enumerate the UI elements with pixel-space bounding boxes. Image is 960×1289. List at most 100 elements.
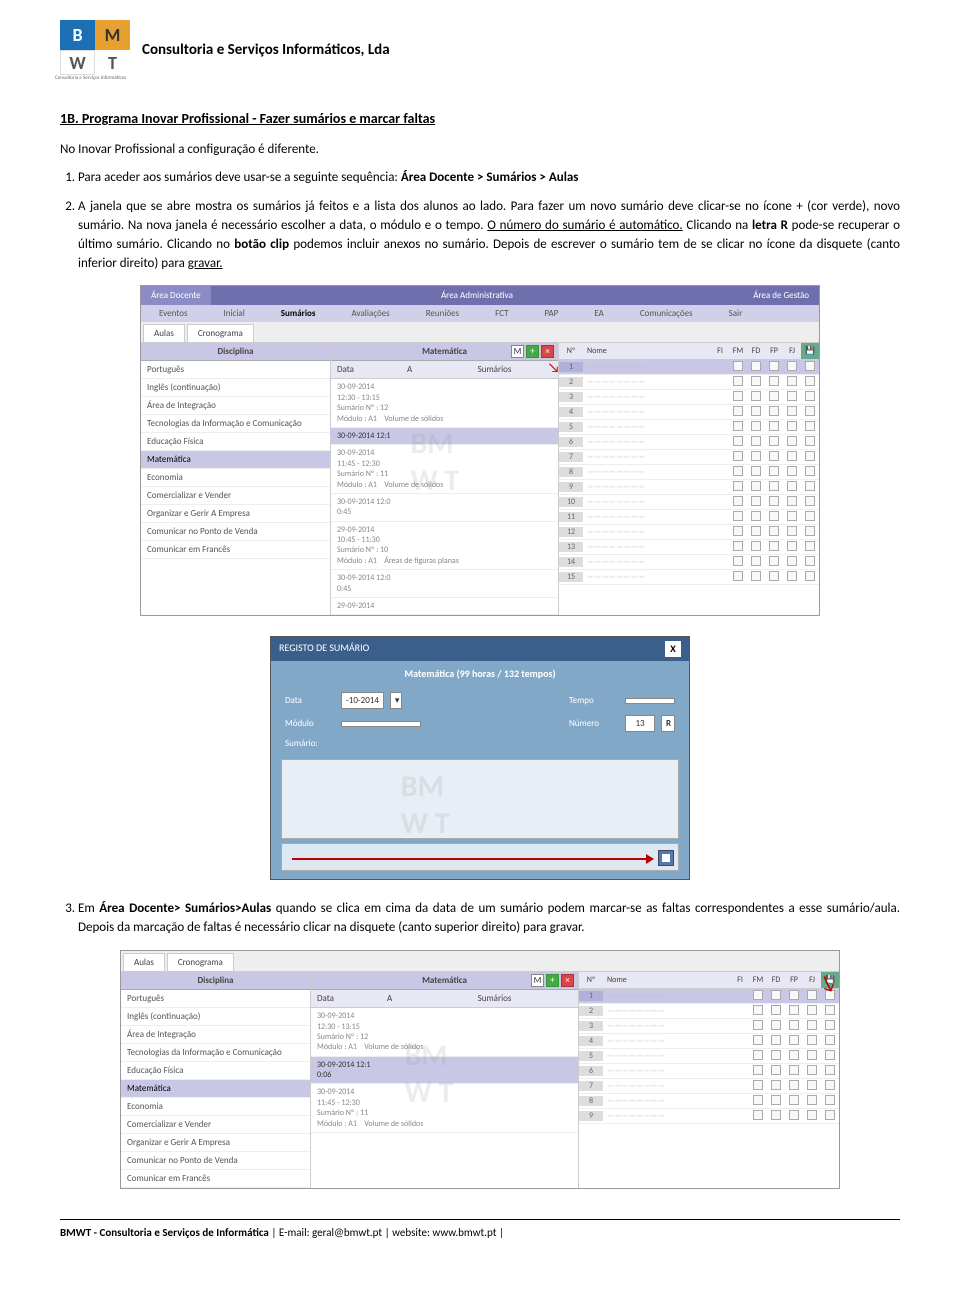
checkbox[interactable] [787,436,797,446]
checkbox[interactable] [787,376,797,386]
discipline-row[interactable]: Comercializar e Vender [121,1116,310,1134]
checkbox[interactable] [753,1050,763,1060]
checkbox[interactable] [805,526,815,536]
checkbox[interactable] [733,541,743,551]
student-row[interactable]: 10———————— [559,495,819,510]
student-row[interactable]: 13———————— [559,540,819,555]
subtab-aulas[interactable]: Aulas [143,324,185,342]
checkbox[interactable] [733,466,743,476]
input-tempo[interactable] [625,698,675,704]
checkbox[interactable] [751,421,761,431]
sectab-sair[interactable]: Sair [711,305,761,322]
student-row[interactable]: 5———————— [579,1049,839,1064]
checkbox[interactable] [771,1095,781,1105]
checkbox[interactable] [789,1020,799,1030]
subtab-cronograma[interactable]: Cronograma [187,324,254,342]
checkbox[interactable] [769,511,779,521]
checkbox[interactable] [787,541,797,551]
student-row[interactable]: 8———————— [559,465,819,480]
checkbox[interactable] [733,451,743,461]
checkbox[interactable] [805,406,815,416]
student-row[interactable]: 12———————— [559,525,819,540]
student-row[interactable]: 3———————— [579,1019,839,1034]
close-icon[interactable]: X [665,641,681,657]
checkbox[interactable] [787,511,797,521]
checkbox[interactable] [771,1020,781,1030]
checkbox[interactable] [771,1110,781,1120]
checkbox[interactable] [807,1005,817,1015]
checkbox[interactable] [753,1080,763,1090]
checkbox[interactable] [753,1095,763,1105]
checkbox[interactable] [805,391,815,401]
summary-row[interactable]: 29-09-2014 [331,598,558,615]
checkbox[interactable] [769,421,779,431]
checkbox[interactable] [787,571,797,581]
discipline-row[interactable]: Comunicar em Francês [141,541,330,559]
checkbox[interactable] [751,376,761,386]
checkbox[interactable] [733,481,743,491]
discipline-row[interactable]: Organizar e Gerir A Empresa [141,505,330,523]
checkbox[interactable] [769,391,779,401]
checkbox[interactable] [733,556,743,566]
summary-row[interactable]: 30-09-201412:30 - 13:15Sumário Nº : 12Mó… [331,379,558,428]
checkbox[interactable] [805,361,815,371]
checkbox[interactable] [805,421,815,431]
checkbox[interactable] [825,1080,835,1090]
checkbox[interactable] [751,496,761,506]
checkbox[interactable] [789,1050,799,1060]
checkbox[interactable] [733,421,743,431]
checkbox[interactable] [825,1050,835,1060]
modal-textarea[interactable]: BMW T [281,759,679,839]
student-row[interactable]: 3———————— [559,390,819,405]
sectab-sumários[interactable]: Sumários [263,305,334,322]
tab-area-admin[interactable]: Área Administrativa [431,286,523,305]
student-row[interactable]: 6———————— [559,435,819,450]
subtab-aulas[interactable]: Aulas [123,953,165,971]
checkbox[interactable] [751,481,761,491]
checkbox[interactable] [769,361,779,371]
checkbox[interactable] [807,1065,817,1075]
discipline-row[interactable]: Educação Física [141,433,330,451]
checkbox[interactable] [751,361,761,371]
add-summary-icon[interactable]: + [526,345,539,358]
input-modulo[interactable] [341,721,421,727]
checkbox[interactable] [807,1035,817,1045]
checkbox[interactable] [805,466,815,476]
checkbox[interactable] [805,496,815,506]
student-row[interactable]: 5———————— [559,420,819,435]
recover-button[interactable]: R [661,715,675,732]
checkbox[interactable] [805,436,815,446]
checkbox[interactable] [825,1065,835,1075]
student-row[interactable]: 9———————— [579,1109,839,1124]
expand-icon[interactable]: M [511,345,524,358]
checkbox[interactable] [789,990,799,1000]
checkbox[interactable] [787,496,797,506]
checkbox[interactable] [787,391,797,401]
checkbox[interactable] [769,541,779,551]
checkbox[interactable] [733,406,743,416]
delete-summary-icon[interactable]: × [541,345,554,358]
student-row[interactable]: 14———————— [559,555,819,570]
checkbox[interactable] [805,571,815,581]
summary-row[interactable]: 30-09-2014 12:1 [331,428,558,445]
discipline-row[interactable]: Comunicar no Ponto de Venda [121,1152,310,1170]
checkbox[interactable] [769,481,779,491]
checkbox[interactable] [769,436,779,446]
checkbox[interactable] [733,571,743,581]
checkbox[interactable] [733,391,743,401]
student-row[interactable]: 6———————— [579,1064,839,1079]
expand-icon[interactable]: M [531,974,544,987]
summary-row[interactable]: 30-09-2014 12:10:06 [311,1057,578,1085]
checkbox[interactable] [769,376,779,386]
checkbox[interactable] [825,1095,835,1105]
checkbox[interactable] [807,1080,817,1090]
summary-row[interactable]: 29-09-201410:45 - 11:30Sumário Nº : 10Mó… [331,522,558,571]
summary-row[interactable]: 30-09-2014 12:00:45 [331,570,558,598]
checkbox[interactable] [733,361,743,371]
student-row[interactable]: 2———————— [579,1004,839,1019]
checkbox[interactable] [733,526,743,536]
checkbox[interactable] [751,511,761,521]
checkbox[interactable] [787,466,797,476]
checkbox[interactable] [769,571,779,581]
sectab-fct[interactable]: FCT [477,305,526,322]
